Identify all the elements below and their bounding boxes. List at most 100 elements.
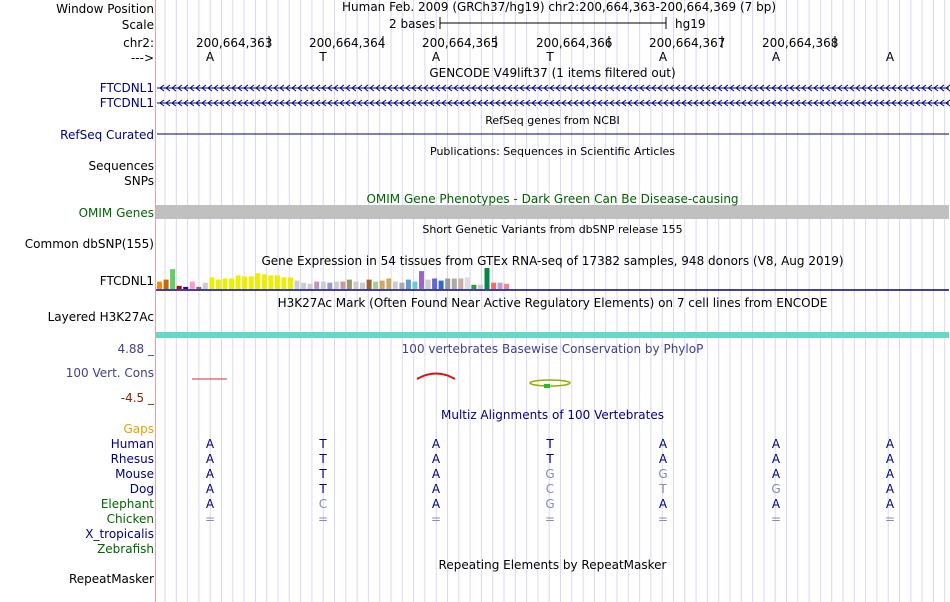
gtex-tissue-bar [189,281,195,289]
species-label-elephant[interactable]: Elephant [100,497,154,511]
alignment-base: A [771,467,781,481]
alignment-base: G [658,467,668,481]
alignment-base: T [319,437,327,451]
reference-base: A [885,50,895,64]
gtex-tissue-bar [235,275,241,290]
species-label-chicken[interactable]: Chicken [106,512,154,526]
alignment-base: A [431,437,441,451]
gtex-tissue-bar [412,281,418,289]
alignment-base: A [771,452,781,466]
alignment-base: A [431,467,441,481]
gencode-strand-arrows [159,84,950,92]
alignment-base: G [545,467,555,481]
gencode-item-label-2[interactable]: FTCDNL1 [99,96,154,110]
ruler-position-label: 200,664,367 [649,36,726,50]
chrom-label: chr2: [123,36,154,50]
gtex-tissue-bar [360,282,365,289]
reference-base: T [546,50,554,64]
alignment-base: = [657,512,669,526]
reference-base: A [205,50,215,64]
gtex-track-label[interactable]: FTCDNL1 [99,274,154,288]
species-label-zebrafish[interactable]: Zebrafish [97,542,154,556]
repeatmasker-track-title: Repeating Elements by RepeatMasker [438,558,667,572]
ruler-position-label: 200,664,366 [536,36,613,50]
h3k27ac-track-label[interactable]: Layered H3K27Ac [47,310,154,324]
alignment-base: A [885,497,895,511]
species-label-rhesus[interactable]: Rhesus [110,452,154,466]
dbsnp-track-label[interactable]: Common dbSNP(155) [24,237,154,251]
alignment-base: A [205,452,215,466]
gtex-tissue-bar [209,277,215,289]
species-label-x_tropicalis[interactable]: X_tropicalis [85,527,154,541]
alignment-base: T [319,482,327,496]
strand-label: ---> [130,51,154,65]
ruler-position-label: 200,664,368 [762,36,839,50]
ruler-position-label: 200,664,365 [422,36,499,50]
alignment-base: G [771,482,781,496]
gtex-tissue-bar [288,277,293,289]
gtex-tissue-bar [373,281,379,289]
alignment-base: T [319,452,327,466]
gtex-tissue-bar [314,281,320,289]
gtex-tissue-bar [438,280,444,289]
gtex-tissue-bar [163,279,169,290]
publications-track-title: Publications: Sequences in Scientific Ar… [430,145,675,158]
snps-track-label[interactable]: SNPs [124,174,154,188]
dbsnp-track-title: Short Genetic Variants from dbSNP releas… [422,223,683,236]
species-label-dog[interactable]: Dog [129,482,154,496]
alignment-base: = [317,512,329,526]
gtex-tissue-bar [215,279,221,290]
omim-track-label[interactable]: OMIM Genes [78,206,154,220]
species-label-mouse[interactable]: Mouse [115,467,154,481]
sequences-track-label[interactable]: Sequences [88,159,154,173]
gtex-tissue-bar [504,283,510,290]
gtex-tissue-bar [392,281,398,289]
alignment-base: T [546,452,554,466]
alignment-base: T [319,467,327,481]
alignment-base: C [545,482,555,496]
gtex-tissue-bar [196,286,202,289]
alignment-base: A [431,452,441,466]
gtex-tissue-bar [202,282,208,289]
h3k27ac-signal [156,332,949,338]
repeatmasker-track-label[interactable]: RepeatMasker [68,572,154,586]
gtex-tissue-bar [183,286,189,289]
species-label-human[interactable]: Human [110,437,154,451]
refseq-track-label[interactable]: RefSeq Curated [60,128,154,142]
multiz-gaps-label[interactable]: Gaps [123,422,154,436]
gtex-tissue-bar [497,282,503,289]
refseq-track-title: RefSeq genes from NCBI [485,114,620,127]
ruler-position-label: 200,664,363 [196,36,273,50]
gtex-tissue-bar [242,276,248,289]
alignment-base: A [771,497,781,511]
gtex-tissue-bar [419,271,424,289]
alignment-base: A [205,497,215,511]
reference-base: A [431,50,441,64]
gtex-tissue-bar [229,278,235,289]
gtex-tissue-bar [353,281,359,289]
reference-base: T [319,50,327,64]
alignment-base: A [885,452,895,466]
alignment-base: = [544,512,556,526]
gtex-tissue-bar [340,281,346,289]
gencode-item-label-1[interactable]: FTCDNL1 [99,81,154,95]
gtex-tissue-bar [484,268,490,289]
gtex-tissue-bar [333,281,339,289]
gtex-tissue-bar [399,282,405,289]
gtex-tissue-bar [464,277,470,289]
alignment-base: = [204,512,216,526]
window-position-label: Window Position [56,2,154,16]
alignment-base: A [205,482,215,496]
gencode-track-title: GENCODE V49lift37 (1 items filtered out) [429,66,676,80]
scale-assembly: hg19 [675,17,706,31]
alignment-base: T [659,482,667,496]
alignment-base: T [546,437,554,451]
alignment-base: C [318,497,328,511]
gtex-tissue-bar [405,279,411,290]
scale-label: Scale [121,18,154,32]
gtex-tissue-bar [346,279,352,290]
omim-gene-bar [156,205,949,219]
gtex-tissue-bar [386,278,392,289]
phylop-track-label[interactable]: 100 Vert. Cons [65,366,154,380]
